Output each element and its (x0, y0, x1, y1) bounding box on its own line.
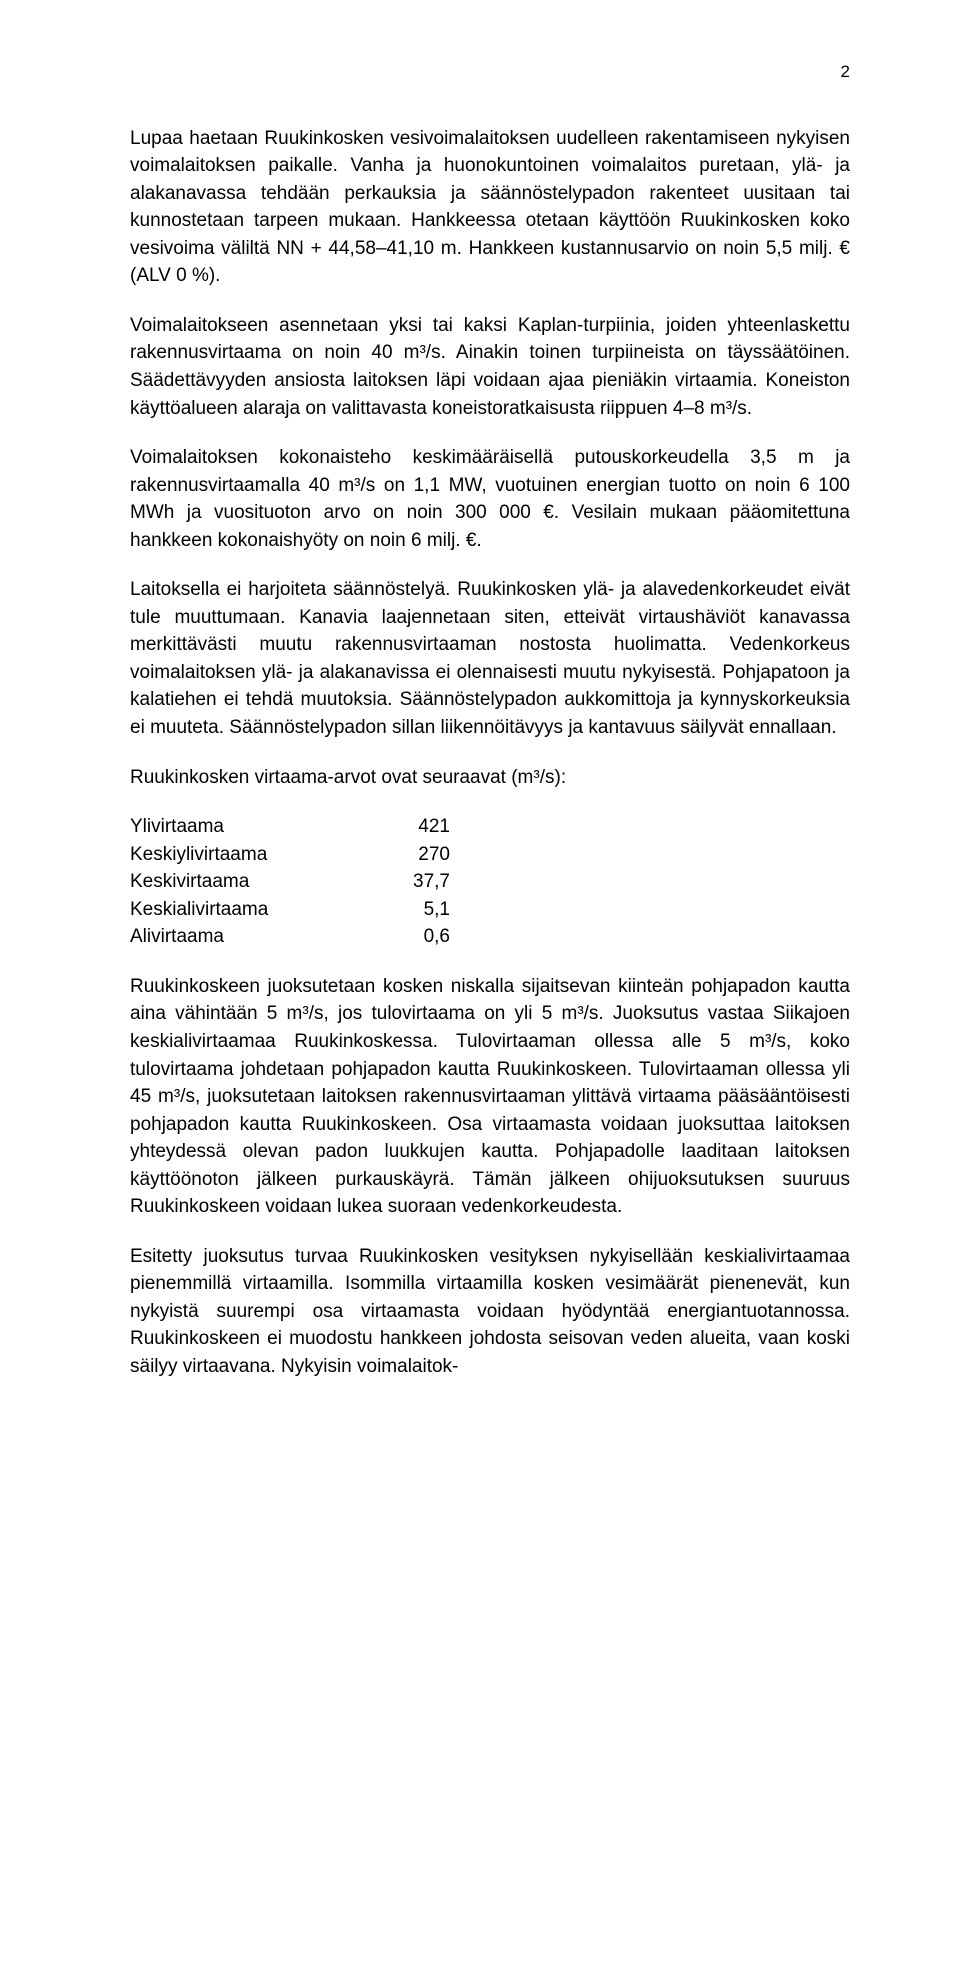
paragraph: Lupaa haetaan Ruukinkosken vesivoimalait… (130, 125, 850, 290)
table-row: Alivirtaama 0,6 (130, 923, 850, 951)
paragraph: Ruukinkosken virtaama-arvot ovat seuraav… (130, 764, 850, 792)
flow-label: Keskiylivirtaama (130, 841, 380, 869)
paragraph: Ruukinkoskeen juoksutetaan kosken niskal… (130, 973, 850, 1221)
paragraph: Voimalaitokseen asennetaan yksi tai kaks… (130, 312, 850, 422)
table-row: Keskiylivirtaama 270 (130, 841, 850, 869)
paragraph: Esitetty juoksutus turvaa Ruukinkosken v… (130, 1243, 850, 1381)
flow-value: 0,6 (380, 923, 450, 951)
flow-value: 37,7 (380, 868, 450, 896)
table-row: Keskivirtaama 37,7 (130, 868, 850, 896)
flow-value: 421 (380, 813, 450, 841)
flow-value: 5,1 (380, 896, 450, 924)
flow-label: Keskialivirtaama (130, 896, 380, 924)
flow-value: 270 (380, 841, 450, 869)
document-page: 2 Lupaa haetaan Ruukinkosken vesivoimala… (0, 0, 960, 1463)
paragraph: Laitoksella ei harjoiteta säännöstelyä. … (130, 576, 850, 741)
flow-label: Ylivirtaama (130, 813, 380, 841)
flow-label: Keskivirtaama (130, 868, 380, 896)
paragraph: Voimalaitoksen kokonaisteho keskimääräis… (130, 444, 850, 554)
flow-label: Alivirtaama (130, 923, 380, 951)
table-row: Keskialivirtaama 5,1 (130, 896, 850, 924)
page-number: 2 (130, 60, 850, 85)
table-row: Ylivirtaama 421 (130, 813, 850, 841)
flow-table: Ylivirtaama 421 Keskiylivirtaama 270 Kes… (130, 813, 850, 951)
